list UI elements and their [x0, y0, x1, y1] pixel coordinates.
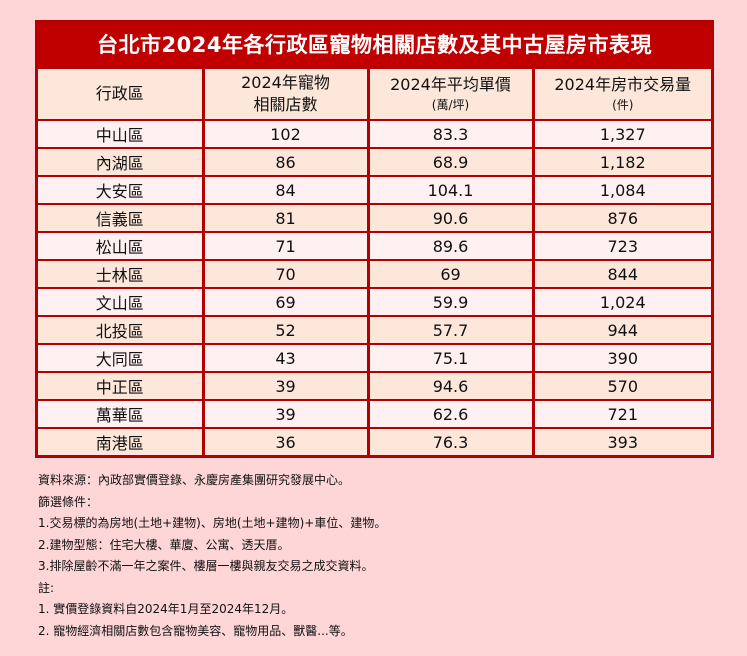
note-filter-3: 3.排除屋齡不滿一年之案件、樓層一樓與親友交易之成交資料。	[38, 559, 374, 573]
cell-district: 內湖區	[38, 147, 203, 176]
cell-avg-price: 57.7	[366, 315, 533, 344]
cell-avg-price: 69	[366, 259, 533, 288]
cell-volume: 390	[531, 343, 711, 372]
cell-pet-stores: 36	[201, 427, 368, 455]
header-row: 行政區 2024年寵物 相關店數 2024年平均單價 (萬/坪) 2024年房市交易…	[38, 67, 711, 120]
district-table: 行政區 2024年寵物 相關店數 2024年平均單價 (萬/坪) 2024年房市交易…	[38, 67, 711, 455]
header-pet-stores: 2024年寵物 相關店數	[201, 67, 368, 120]
table-row: 大同區 43 75.1 390	[38, 343, 711, 372]
cell-volume: 393	[531, 427, 711, 455]
cell-district: 大安區	[38, 175, 203, 204]
table-row: 士林區 70 69 844	[38, 259, 711, 288]
cell-district: 信義區	[38, 203, 203, 232]
cell-avg-price: 104.1	[366, 175, 533, 204]
cell-district: 北投區	[38, 315, 203, 344]
header-district-label: 行政區	[95, 84, 144, 103]
cell-pet-stores: 70	[201, 259, 368, 288]
table-row: 松山區 71 89.6 723	[38, 231, 711, 260]
header-avg-price: 2024年平均單價 (萬/坪)	[366, 67, 533, 120]
cell-volume: 844	[531, 259, 711, 288]
cell-avg-price: 75.1	[366, 343, 533, 372]
cell-avg-price: 94.6	[366, 371, 533, 400]
cell-volume: 876	[531, 203, 711, 232]
cell-district: 松山區	[38, 231, 203, 260]
cell-avg-price: 90.6	[366, 203, 533, 232]
table-row: 文山區 69 59.9 1,024	[38, 287, 711, 316]
note-source: 資料來源：內政部實價登錄、永慶房產集團研究發展中心。	[38, 473, 351, 487]
header-volume-label: 2024年房市交易量	[554, 75, 692, 94]
cell-pet-stores: 39	[201, 399, 368, 428]
cell-pet-stores: 71	[201, 231, 368, 260]
cell-avg-price: 59.9	[366, 287, 533, 316]
cell-district: 中山區	[38, 119, 203, 148]
cell-district: 士林區	[38, 259, 203, 288]
header-avg-price-unit: (萬/坪)	[431, 98, 470, 112]
table-row: 萬華區 39 62.6 721	[38, 399, 711, 428]
cell-pet-stores: 81	[201, 203, 368, 232]
cell-district: 中正區	[38, 371, 203, 400]
table-row: 中正區 39 94.6 570	[38, 371, 711, 400]
table-row: 北投區 52 57.7 944	[38, 315, 711, 344]
cell-pet-stores: 84	[201, 175, 368, 204]
note-filter-1: 1.交易標的為房地(土地+建物)、房地(土地+建物)+車位、建物。	[38, 516, 387, 530]
cell-pet-stores: 43	[201, 343, 368, 372]
cell-volume: 721	[531, 399, 711, 428]
cell-avg-price: 62.6	[366, 399, 533, 428]
header-district: 行政區	[38, 67, 203, 120]
cell-volume: 1,084	[531, 175, 711, 204]
data-table-container: 台北市2024年各行政區寵物相關店數及其中古屋房市表現 行政區 2024年寵物相…	[35, 20, 714, 458]
cell-pet-stores: 52	[201, 315, 368, 344]
cell-pet-stores: 102	[201, 119, 368, 148]
table-row: 大安區 84 104.1 1,084	[38, 175, 711, 204]
header-pet-stores-label: 2024年寵物	[241, 73, 330, 92]
cell-volume: 570	[531, 371, 711, 400]
table-row: 南港區 36 76.3 393	[38, 427, 711, 455]
note-remark-2: 2. 寵物經濟相關店數包含寵物美容、寵物用品、獸醫...等。	[38, 623, 353, 638]
header-avg-price-label: 2024年平均單價	[390, 75, 511, 94]
note-filter-heading: 篩選條件：	[38, 494, 99, 509]
cell-pet-stores: 69	[201, 287, 368, 316]
header-pet-stores-sub: 相關店數	[253, 95, 318, 114]
cell-volume: 1,327	[531, 119, 711, 148]
cell-avg-price: 89.6	[366, 231, 533, 260]
cell-district: 萬華區	[38, 399, 203, 428]
cell-pet-stores: 86	[201, 147, 368, 176]
cell-district: 南港區	[38, 427, 203, 455]
cell-pet-stores: 39	[201, 371, 368, 400]
cell-avg-price: 83.3	[366, 119, 533, 148]
note-remark-1: 1. 實價登錄資料自2024年1月至2024年12月。	[38, 602, 294, 616]
cell-volume: 1,024	[531, 287, 711, 316]
table-row: 信義區 81 90.6 876	[38, 203, 711, 232]
cell-volume: 944	[531, 315, 711, 344]
cell-volume: 1,182	[531, 147, 711, 176]
cell-volume: 723	[531, 231, 711, 260]
table-title: 台北市2024年各行政區寵物相關店數及其中古屋房市表現	[38, 23, 711, 67]
footnotes: 資料來源：內政部實價登錄、永慶房產集團研究發展中心。 篩選條件： 1.交易標的為…	[38, 470, 386, 642]
cell-avg-price: 76.3	[366, 427, 533, 455]
cell-district: 文山區	[38, 287, 203, 316]
note-filter-2: 2.建物型態：住宅大樓、華廈、公寓、透天厝。	[38, 537, 290, 552]
cell-district: 大同區	[38, 343, 203, 372]
header-volume-unit: (件)	[612, 98, 634, 112]
table-row: 內湖區 86 68.9 1,182	[38, 147, 711, 176]
note-remark-heading: 註:	[38, 580, 55, 595]
table-row: 中山區 102 83.3 1,327	[38, 119, 711, 148]
header-volume: 2024年房市交易量 (件)	[531, 67, 711, 120]
cell-avg-price: 68.9	[366, 147, 533, 176]
